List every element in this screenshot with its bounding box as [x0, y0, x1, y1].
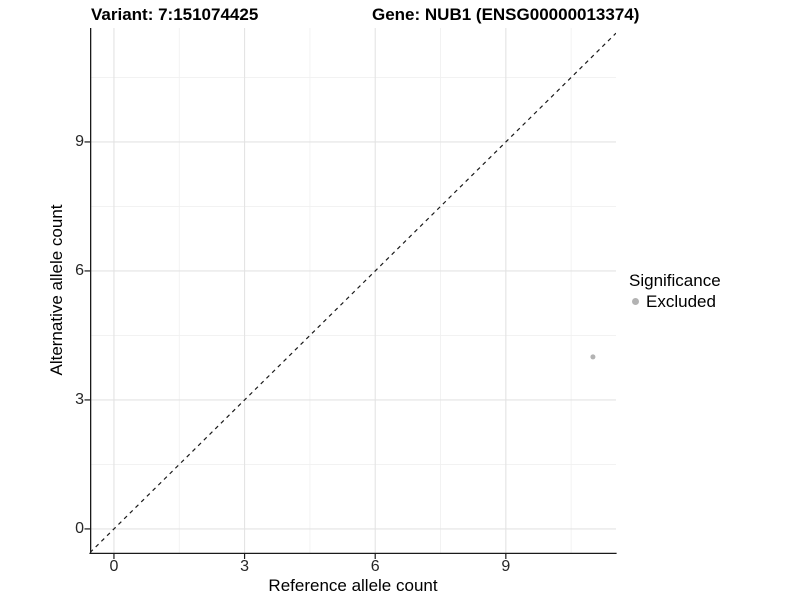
- plot-title-variant: Variant: 7:151074425: [91, 5, 259, 24]
- x-tick-label-6: 6: [370, 558, 380, 575]
- y-tick-label-3: 3: [75, 390, 84, 408]
- x-axis-title: Reference allele count: [268, 576, 438, 595]
- legend: Significance Excluded: [629, 271, 721, 311]
- y-tick-label-9: 9: [75, 132, 84, 150]
- plot-panel: [84, 28, 617, 559]
- x-tick-label-9: 9: [501, 558, 511, 575]
- x-tick-label-3: 3: [240, 558, 250, 575]
- legend-key-dot-icon: [632, 298, 639, 305]
- plot-title-gene: Gene: NUB1 (ENSG00000013374): [372, 5, 640, 24]
- y-tick-label-0: 0: [75, 519, 84, 537]
- y-axis-title: Alternative allele count: [47, 204, 66, 376]
- x-tick-label-0: 0: [109, 558, 119, 575]
- legend-items: Excluded: [629, 292, 721, 311]
- identity-dashed-line: [90, 32, 616, 553]
- legend-item-label: Excluded: [646, 292, 716, 311]
- legend-item-excluded: Excluded: [629, 292, 721, 311]
- data-point: [590, 354, 596, 360]
- legend-title: Significance: [629, 271, 721, 290]
- y-tick-label-6: 6: [75, 261, 84, 279]
